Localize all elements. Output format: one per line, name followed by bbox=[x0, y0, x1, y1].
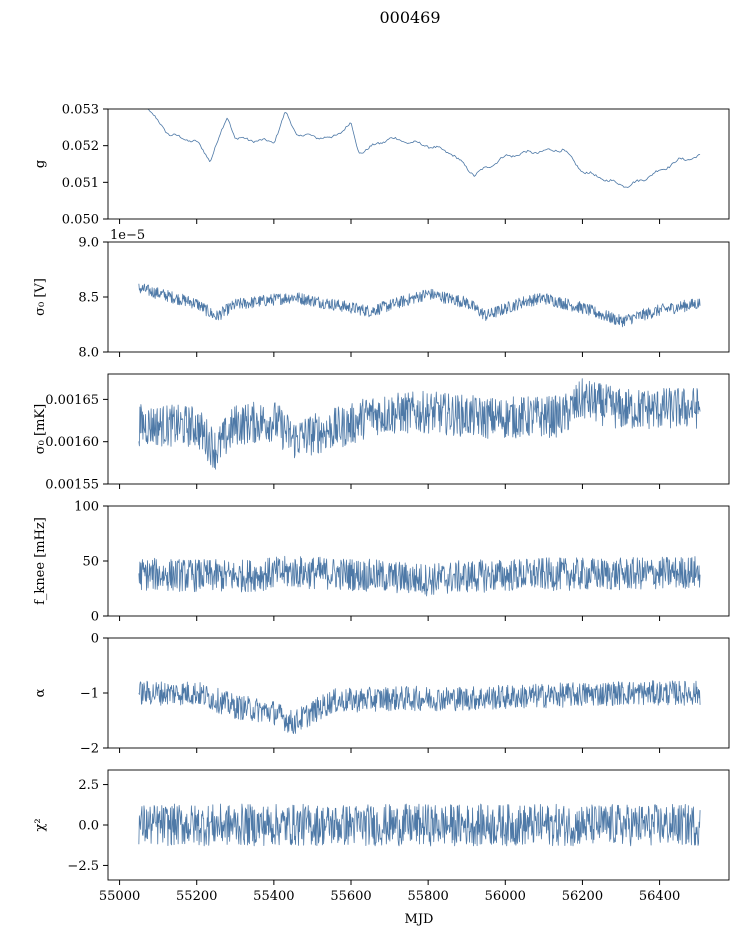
panel-frame-gain bbox=[107, 108, 730, 220]
x-tick-label: 55400 bbox=[253, 889, 294, 904]
series-line-alpha bbox=[138, 680, 701, 734]
y-axis-label-fknee: f_knee [mHz] bbox=[33, 517, 48, 605]
series-line-chi2 bbox=[138, 803, 701, 847]
y-tick-label: 0.053 bbox=[62, 103, 99, 118]
y-tick-label: −2 bbox=[80, 742, 99, 757]
y-axis-label-sigma0-mk: σ₀ [mK] bbox=[33, 404, 48, 454]
x-tick-label: 56000 bbox=[485, 889, 526, 904]
y-axis-label-gain: g bbox=[33, 160, 48, 168]
y-axis-label-sigma0-volt: σ₀ [V] bbox=[33, 278, 48, 316]
y-tick-label: 8.0 bbox=[78, 346, 99, 361]
series-line-gain bbox=[146, 109, 701, 188]
x-tick-label: 55600 bbox=[330, 889, 371, 904]
y-tick-label: 0.00160 bbox=[45, 435, 99, 450]
panel-frame-sigma0-mk bbox=[107, 373, 730, 485]
y-offset-text: 1e−5 bbox=[110, 228, 145, 243]
y-tick-label: 0.00155 bbox=[45, 478, 99, 493]
x-axis-label: MJD bbox=[405, 912, 434, 927]
y-tick-label: 0.050 bbox=[62, 213, 99, 228]
panel-frame-sigma0-volt bbox=[107, 241, 730, 353]
x-tick-label: 55000 bbox=[99, 889, 140, 904]
series-line-sigma0-volt bbox=[138, 283, 701, 328]
x-tick-label: 55800 bbox=[407, 889, 448, 904]
panel-frame-fknee bbox=[107, 505, 730, 617]
y-tick-label: −2.5 bbox=[67, 859, 99, 874]
y-tick-label: 0 bbox=[91, 632, 99, 647]
series-line-sigma0-mk bbox=[138, 378, 701, 470]
figure-title: 000469 bbox=[379, 8, 440, 27]
y-axis-label-chi2: χ² bbox=[33, 818, 48, 831]
y-tick-label: 0.052 bbox=[62, 139, 99, 154]
y-tick-label: 0 bbox=[91, 610, 99, 625]
y-tick-label: 0.0 bbox=[78, 819, 99, 834]
x-tick-label: 55200 bbox=[176, 889, 217, 904]
y-tick-label: 9.0 bbox=[78, 236, 99, 251]
y-tick-label: 100 bbox=[74, 500, 99, 515]
series-line-fknee bbox=[138, 555, 701, 597]
y-tick-label: 8.5 bbox=[78, 291, 99, 306]
y-axis-label-alpha: α bbox=[33, 688, 48, 697]
x-tick-label: 56200 bbox=[562, 889, 603, 904]
y-tick-label: 2.5 bbox=[78, 778, 99, 793]
x-tick-label: 56400 bbox=[639, 889, 680, 904]
y-tick-label: 0.051 bbox=[62, 176, 99, 191]
y-tick-label: 50 bbox=[82, 555, 99, 570]
y-tick-label: −1 bbox=[80, 687, 99, 702]
y-tick-label: 0.00165 bbox=[45, 393, 99, 408]
